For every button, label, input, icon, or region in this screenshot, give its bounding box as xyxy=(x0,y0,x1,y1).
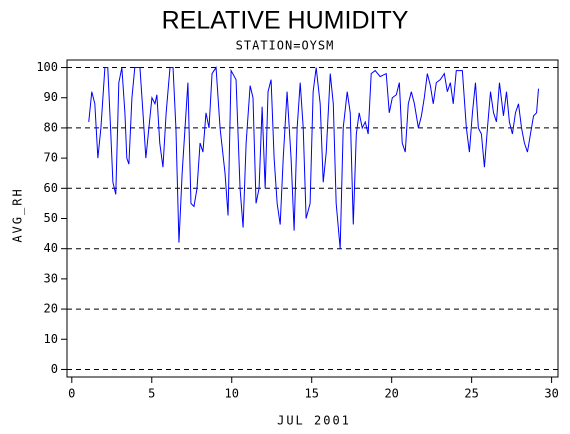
x-axis-label: JUL 2001 xyxy=(277,414,351,428)
x-tick-label: 0 xyxy=(68,387,75,401)
x-tick-label: 25 xyxy=(464,387,478,401)
y-tick-label: 30 xyxy=(44,271,58,285)
x-tick-label: 20 xyxy=(384,387,398,401)
y-tick-label: 20 xyxy=(44,302,58,316)
y-tick-label: 60 xyxy=(44,181,58,195)
y-tick-label: 100 xyxy=(36,60,58,74)
x-tick-label: 5 xyxy=(148,387,155,401)
x-tick-label: 15 xyxy=(304,387,318,401)
chart-subtitle: STATION=OYSM xyxy=(236,39,335,53)
y-tick-label: 80 xyxy=(44,120,58,134)
y-tick-label: 70 xyxy=(44,151,58,165)
y-tick-label: 10 xyxy=(44,332,58,346)
y-tick-label: 50 xyxy=(44,211,58,225)
x-tick-label: 30 xyxy=(544,387,558,401)
y-tick-label: 40 xyxy=(44,241,58,255)
chart-title: RELATIVE HUMIDITY xyxy=(162,7,409,35)
y-axis-label: AVG_RH xyxy=(11,187,25,242)
y-tick-label: 0 xyxy=(51,362,58,376)
x-tick-label: 10 xyxy=(225,387,239,401)
y-tick-label: 90 xyxy=(44,90,58,104)
data-line xyxy=(88,66,539,249)
